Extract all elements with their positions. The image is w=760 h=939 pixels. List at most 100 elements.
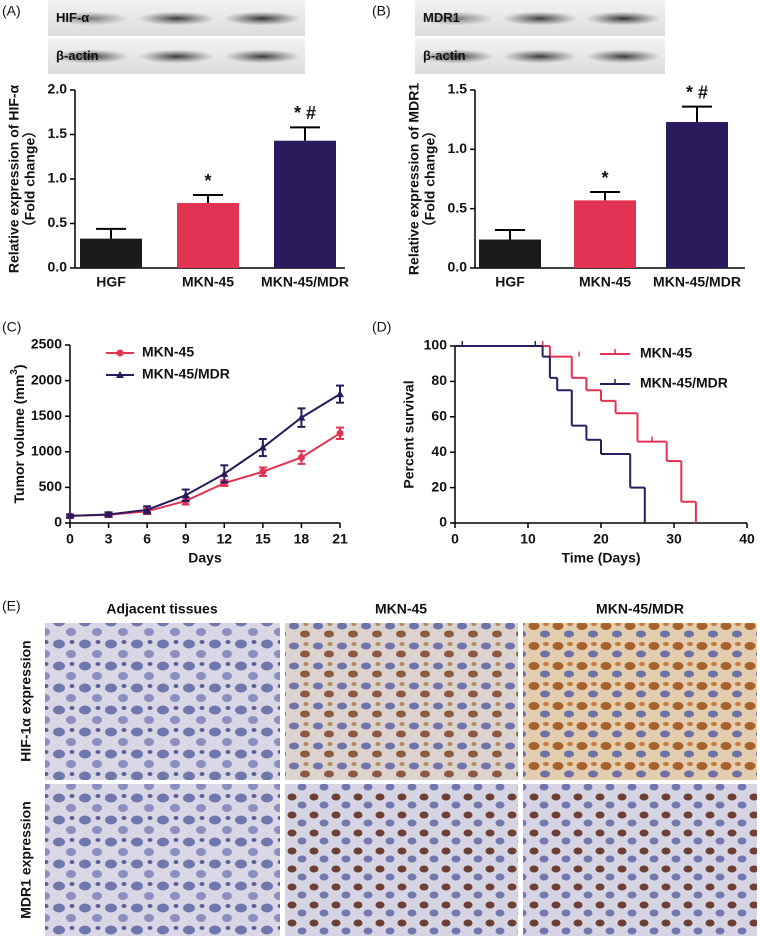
x-tick-label: 12 [216, 531, 232, 547]
blot-band [137, 11, 216, 26]
marker [336, 429, 344, 437]
blot-band [502, 49, 578, 64]
y-tick-label: 0.0 [48, 259, 68, 275]
y-axis-label: （Fold change） [422, 124, 438, 234]
marker [336, 390, 344, 398]
y-tick-label: 0.0 [448, 259, 468, 275]
y-axis-label: Percent survival [401, 380, 417, 488]
column-title: Adjacent tissues [106, 601, 217, 617]
row-title: HIF-1α expression [18, 640, 34, 761]
blot-band [223, 11, 301, 26]
column-title: MKN-45 [375, 601, 427, 617]
x-axis-label: Time (Days) [561, 550, 640, 566]
blot-band [52, 49, 130, 64]
panel-label: (A) [2, 3, 21, 19]
y-tick-label: 2500 [31, 336, 62, 352]
x-tick-label: MKN-45/MDR [261, 274, 349, 290]
significance-mark: * # [686, 82, 708, 102]
legend-label: MKN-45/MDR [142, 366, 230, 382]
x-tick-label: MKN-45 [182, 274, 234, 290]
legend-label: MKN-45/MDR [640, 375, 728, 391]
significance-mark: * [204, 171, 211, 191]
series-line [69, 432, 341, 517]
ihc-image [285, 784, 518, 936]
bar [274, 140, 336, 268]
x-tick-label: HGF [495, 274, 525, 290]
y-tick-label: 2.0 [48, 81, 68, 97]
y-tick-label: 1.5 [448, 81, 468, 97]
bar [574, 200, 636, 268]
x-tick-label: 40 [739, 531, 755, 547]
blot-band [137, 49, 216, 64]
y-axis-label: Relative expression of MDR1 [406, 83, 422, 275]
x-axis-label: Days [188, 550, 222, 566]
y-tick-label: 60 [431, 408, 447, 424]
panel-label: (C) [2, 319, 21, 335]
x-tick-label: 0 [451, 531, 459, 547]
x-tick-label: 3 [105, 531, 113, 547]
marker [116, 371, 124, 378]
bar [479, 239, 541, 268]
y-tick-label: 1000 [31, 443, 62, 459]
marker [66, 511, 74, 519]
marker [104, 510, 113, 518]
column-title: MKN-45/MDR [596, 601, 684, 617]
x-tick-label: 30 [666, 531, 682, 547]
marker [116, 349, 124, 357]
ihc-image [285, 623, 518, 780]
y-axis-label: Relative expression of HIF-α [6, 84, 22, 273]
panel-label: (D) [372, 319, 391, 335]
y-tick-label: 0.5 [48, 214, 68, 230]
legend-label: MKN-45 [640, 345, 692, 361]
marker [297, 413, 306, 421]
bar [177, 203, 239, 268]
y-axis-label-superscript: 3 [9, 369, 20, 375]
blot-band [585, 11, 661, 26]
marker [259, 468, 267, 476]
y-tick-label: 0 [439, 514, 447, 530]
blot-band [419, 49, 495, 64]
y-tick-label: 0 [54, 514, 62, 530]
y-tick-label: 1.0 [48, 170, 68, 186]
x-tick-label: 21 [332, 531, 348, 547]
blot-label: HIF-α [56, 10, 89, 25]
y-axis-label-text: Tumor volume (mm [11, 375, 27, 504]
blot-band [52, 11, 130, 26]
x-tick-label: MKN-45 [579, 274, 631, 290]
y-tick-label: 80 [431, 372, 447, 388]
y-tick-label: 1500 [31, 407, 62, 423]
x-tick-label: 9 [182, 531, 190, 547]
blot-label: β-actin [56, 48, 99, 63]
blot-band [585, 49, 661, 64]
y-tick-label: 2000 [31, 371, 62, 387]
y-tick-label: 20 [431, 478, 447, 494]
blot-band [419, 11, 495, 26]
x-tick-label: 0 [66, 531, 74, 547]
y-tick-label: 500 [39, 478, 63, 494]
x-tick-label: MKN-45/MDR [653, 274, 741, 290]
row-title: MDR1 expression [18, 801, 34, 918]
legend-label: MKN-45 [142, 344, 194, 360]
x-tick-label: 10 [520, 531, 536, 547]
significance-mark: * # [294, 103, 316, 123]
blot-label: β-actin [423, 48, 466, 63]
y-axis-label: （Fold change） [22, 124, 38, 234]
x-tick-label: 6 [143, 531, 151, 547]
y-tick-label: 100 [424, 337, 448, 353]
x-tick-label: 20 [593, 531, 609, 547]
marker [143, 505, 152, 513]
y-tick-label: 0.5 [448, 199, 468, 215]
blot-band [502, 11, 578, 26]
significance-mark: * [601, 168, 608, 188]
marker [220, 469, 229, 477]
ihc-image [45, 623, 280, 780]
y-tick-label: 1.0 [448, 140, 468, 156]
ihc-image [523, 784, 757, 936]
x-tick-label: 18 [294, 531, 310, 547]
blot-label: MDR1 [423, 10, 460, 25]
y-axis-label-close: ) [11, 364, 27, 369]
y-tick-label: 40 [431, 443, 447, 459]
blot-band [223, 49, 301, 64]
x-tick-label: HGF [96, 274, 126, 290]
panel-label: (E) [2, 598, 21, 614]
